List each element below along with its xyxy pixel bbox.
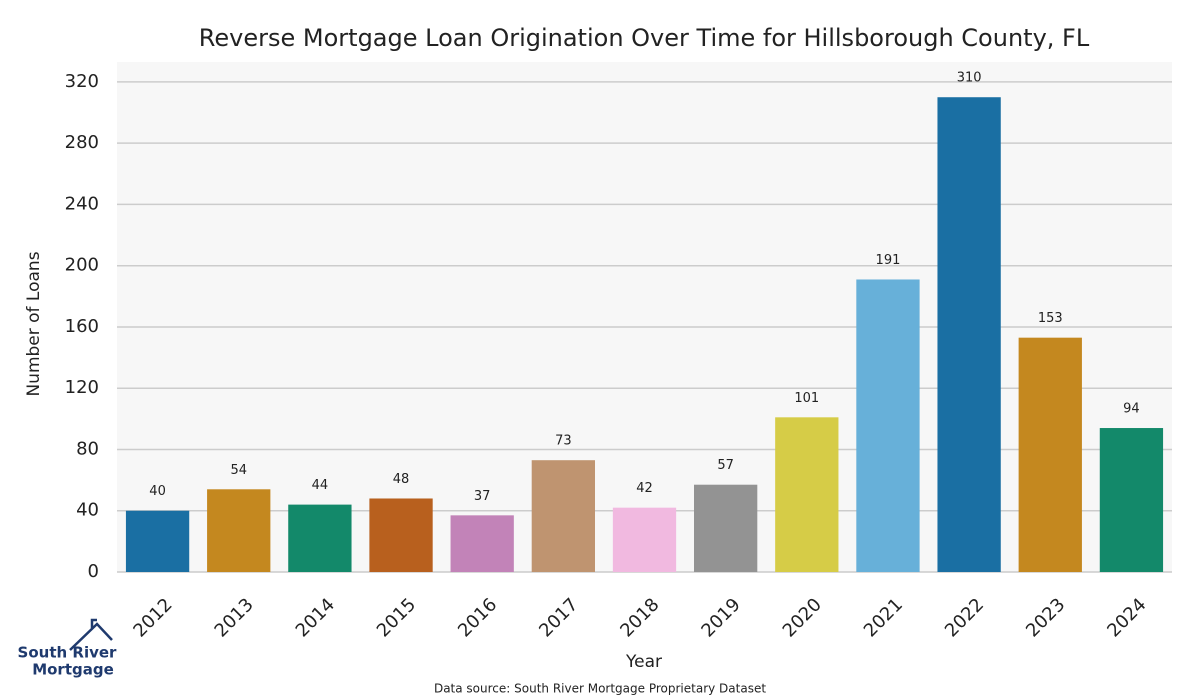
- data-label: 37: [474, 489, 491, 504]
- x-tick-label: 2013: [211, 594, 258, 641]
- x-tick-label: 2023: [1022, 594, 1069, 641]
- data-label: 57: [717, 458, 734, 473]
- logo-text: Mortgage: [32, 661, 114, 679]
- data-label: 310: [957, 71, 982, 86]
- y-tick-label: 120: [65, 377, 99, 398]
- data-label: 73: [555, 434, 572, 449]
- x-tick-label: 2018: [616, 594, 663, 641]
- bar: [1018, 337, 1082, 572]
- bar: [612, 507, 677, 572]
- bar: [775, 417, 839, 572]
- bar: [1099, 428, 1164, 572]
- bar: [856, 279, 920, 572]
- data-label: 191: [876, 253, 901, 268]
- data-label: 48: [393, 472, 410, 487]
- data-label: 54: [230, 463, 247, 478]
- logo-text: South River: [18, 644, 118, 662]
- logo: South River Mortgage: [18, 618, 118, 679]
- logo-house: [69, 618, 113, 651]
- bar: [531, 460, 595, 572]
- y-tick-label: 80: [76, 438, 99, 459]
- bar: [125, 510, 190, 572]
- x-axis-label: Year: [625, 652, 662, 672]
- bar: [937, 97, 1001, 573]
- x-tick-label: 2019: [697, 594, 744, 641]
- x-tick-label: 2015: [373, 594, 420, 641]
- x-tick-label: 2014: [292, 594, 339, 641]
- bar: [288, 504, 352, 572]
- x-tick-label: 2024: [1103, 594, 1150, 641]
- data-label: 153: [1038, 311, 1063, 326]
- source-note: Data source: South River Mortgage Propri…: [434, 682, 766, 696]
- y-tick-label: 0: [88, 561, 99, 582]
- y-tick-label: 240: [65, 193, 99, 214]
- x-tick-label: 2021: [860, 594, 907, 641]
- x-tick-label: 2020: [779, 594, 826, 641]
- x-tick-label: 2017: [535, 594, 582, 641]
- bar: [369, 498, 433, 572]
- y-tick-label: 280: [65, 132, 99, 153]
- chart-title: Reverse Mortgage Loan Origination Over T…: [199, 24, 1090, 52]
- data-label: 101: [794, 391, 819, 406]
- x-tick-label: 2012: [129, 594, 176, 641]
- x-tick-label: 2016: [454, 594, 501, 641]
- data-label: 94: [1123, 402, 1140, 417]
- y-tick-label: 200: [65, 255, 99, 276]
- data-label: 42: [636, 481, 653, 496]
- x-tick-label: 2022: [941, 594, 988, 641]
- bar: [450, 515, 514, 572]
- y-tick-label: 40: [76, 500, 99, 521]
- bar: [207, 489, 271, 572]
- y-axis-label: Number of Loans: [24, 251, 44, 396]
- y-tick-label: 320: [65, 71, 99, 92]
- y-tick-label: 160: [65, 316, 99, 337]
- data-label: 44: [312, 478, 329, 493]
- bar: [694, 484, 758, 572]
- data-label: 40: [149, 484, 166, 499]
